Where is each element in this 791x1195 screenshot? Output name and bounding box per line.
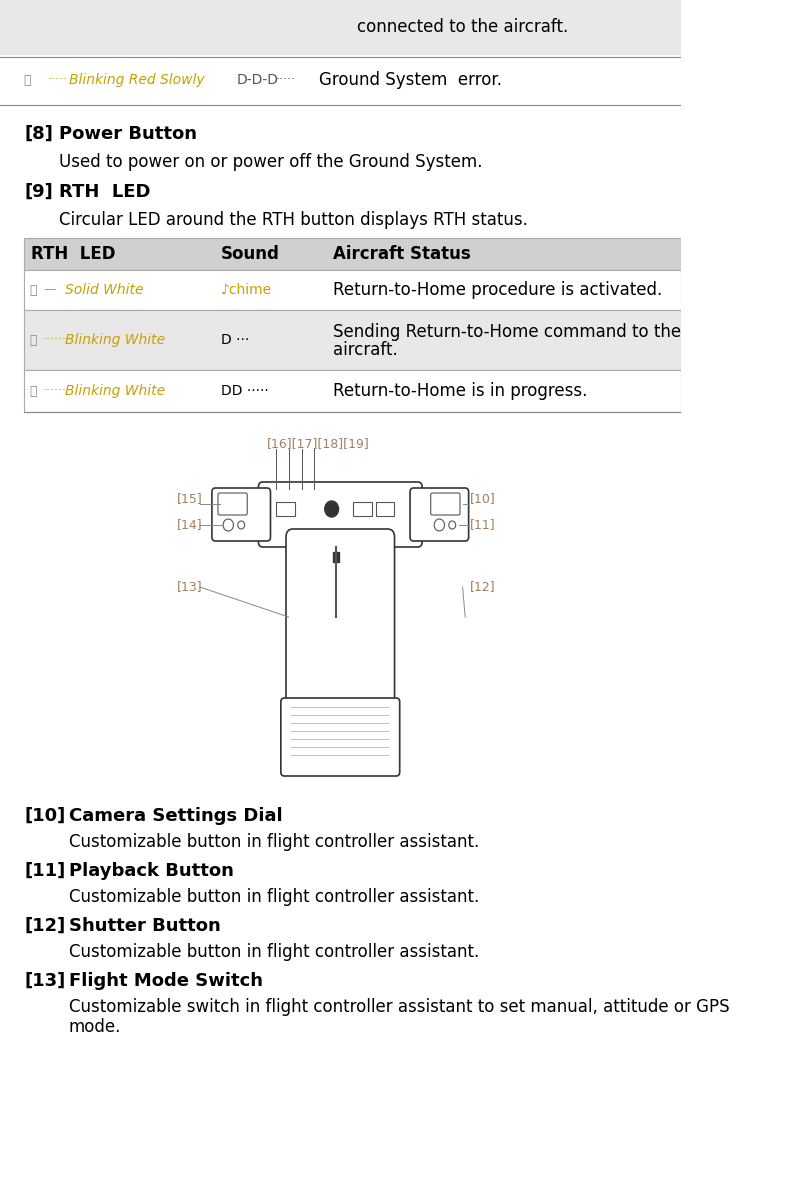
Text: —: — (43, 283, 55, 296)
Bar (24, 270, 681, 310)
Text: Playback Button: Playback Button (69, 862, 234, 880)
Text: [12]: [12] (24, 917, 66, 934)
Text: [12]: [12] (470, 581, 495, 594)
Text: Return-to-Home is in progress.: Return-to-Home is in progress. (332, 382, 587, 400)
Text: [15]: [15] (176, 492, 202, 505)
Text: Shutter Button: Shutter Button (69, 917, 221, 934)
Text: ······: ······ (43, 385, 67, 398)
Text: [13]: [13] (176, 581, 202, 594)
Text: Ⓦ: Ⓦ (29, 333, 37, 347)
Circle shape (238, 521, 244, 529)
Text: RTH  LED: RTH LED (31, 245, 115, 263)
Text: [16][17][18][19]: [16][17][18][19] (267, 437, 370, 451)
Text: ♪chime: ♪chime (221, 283, 271, 298)
Circle shape (434, 519, 445, 531)
Bar (354, 502, 372, 516)
FancyBboxPatch shape (286, 529, 395, 725)
Text: mode.: mode. (69, 1018, 121, 1036)
Text: Return-to-Home procedure is activated.: Return-to-Home procedure is activated. (332, 281, 662, 299)
FancyBboxPatch shape (431, 494, 460, 515)
Text: RTH  LED: RTH LED (59, 183, 150, 201)
Circle shape (325, 501, 339, 517)
Text: [13]: [13] (24, 972, 66, 989)
Text: Ground System  error.: Ground System error. (319, 71, 501, 88)
FancyBboxPatch shape (281, 698, 399, 776)
Circle shape (448, 521, 456, 529)
Text: Power Button: Power Button (59, 125, 197, 143)
Bar (275, 502, 294, 516)
Circle shape (223, 519, 233, 531)
Bar (377, 502, 394, 516)
Text: Flight Mode Switch: Flight Mode Switch (69, 972, 263, 989)
Text: DD ·····: DD ····· (221, 384, 268, 398)
Text: [11]: [11] (470, 519, 495, 532)
Text: [10]: [10] (24, 807, 66, 825)
Text: Sending Return-to-Home command to the: Sending Return-to-Home command to the (332, 323, 680, 341)
Text: [14]: [14] (176, 519, 202, 532)
Text: Ⓦ: Ⓦ (29, 283, 37, 296)
Text: Customizable button in flight controller assistant.: Customizable button in flight controller… (69, 833, 479, 851)
Bar (0, 0, 681, 55)
Text: Sound: Sound (221, 245, 279, 263)
Text: Customizable switch in flight controller assistant to set manual, attitude or GP: Customizable switch in flight controller… (69, 998, 729, 1016)
Text: connected to the aircraft.: connected to the aircraft. (358, 18, 569, 36)
Text: D-D-D: D-D-D (237, 73, 279, 87)
Text: [11]: [11] (24, 862, 66, 880)
Text: Customizable button in flight controller assistant.: Customizable button in flight controller… (69, 943, 479, 961)
Text: Used to power on or power off the Ground System.: Used to power on or power off the Ground… (59, 153, 482, 171)
Text: Blinking White: Blinking White (66, 384, 165, 398)
Bar (24, 310, 681, 370)
Text: Aircraft Status: Aircraft Status (332, 245, 471, 263)
Bar (332, 552, 339, 562)
FancyBboxPatch shape (218, 494, 248, 515)
Text: aircraft.: aircraft. (332, 341, 397, 358)
Text: [10]: [10] (470, 492, 495, 505)
FancyBboxPatch shape (212, 488, 271, 541)
Text: D ···: D ··· (221, 333, 249, 347)
Bar (24, 238, 681, 270)
Text: Camera Settings Dial: Camera Settings Dial (69, 807, 282, 825)
Text: Blinking Red Slowly: Blinking Red Slowly (69, 73, 205, 87)
Bar (24, 370, 681, 412)
FancyBboxPatch shape (259, 482, 422, 547)
Text: Customizable button in flight controller assistant.: Customizable button in flight controller… (69, 888, 479, 906)
Text: [9]: [9] (24, 183, 53, 201)
Text: Solid White: Solid White (66, 283, 144, 298)
Text: ·····: ····· (47, 74, 67, 86)
Text: Ⓦ: Ⓦ (29, 385, 37, 398)
Text: ·····: ····· (275, 74, 296, 86)
Text: [8]: [8] (24, 125, 53, 143)
FancyBboxPatch shape (410, 488, 468, 541)
Text: Circular LED around the RTH button displays RTH status.: Circular LED around the RTH button displ… (59, 212, 528, 229)
Text: Ⓡ: Ⓡ (24, 74, 32, 86)
Text: ······: ······ (43, 333, 67, 347)
Text: Blinking White: Blinking White (66, 333, 165, 347)
